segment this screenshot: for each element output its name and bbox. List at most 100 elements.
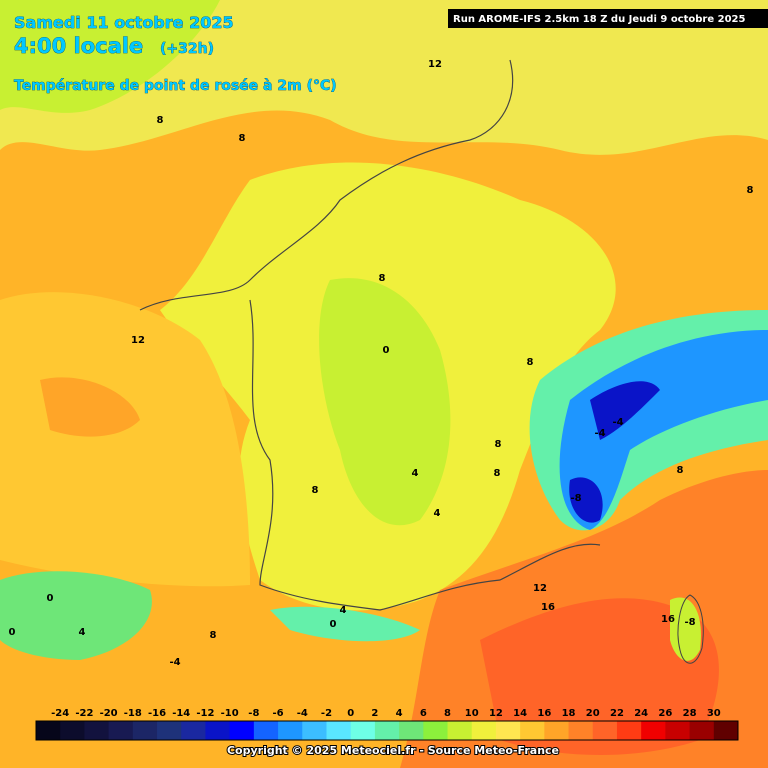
- run-box: [448, 9, 768, 28]
- colorbar-swatch: [84, 721, 110, 740]
- colorbar-label: 24: [634, 708, 648, 719]
- field-alps-core: [569, 381, 660, 523]
- colorbar-swatch: [399, 721, 424, 740]
- colorbar-swatch: [641, 721, 666, 740]
- colorbar-swatch: [471, 721, 497, 740]
- colorbar-label: -16: [148, 708, 166, 719]
- colorbar-label: -22: [75, 708, 93, 719]
- colorbar-swatch: [108, 721, 134, 740]
- field-alps: [559, 330, 768, 530]
- colorbar-label: -4: [297, 708, 308, 719]
- colorbar-swatch: [350, 721, 376, 740]
- colorbar-swatch: [495, 721, 521, 740]
- colorbar-swatch: [520, 721, 545, 740]
- colorbar-swatch: [568, 721, 594, 740]
- colorbar-label: -24: [51, 708, 69, 719]
- colorbar-swatch: [374, 721, 400, 740]
- colorbar-label: -20: [100, 708, 118, 719]
- colorbar-label: 18: [562, 708, 576, 719]
- colorbar-frame: [35, 720, 739, 741]
- colorbar-swatch: [205, 721, 231, 740]
- contour-label: 4: [412, 468, 419, 479]
- run: Run AROME-IFS 2.5km 18 Z du Jeudi 9 octo…: [453, 14, 745, 25]
- contour-label: 8: [312, 485, 319, 496]
- colorbar-label: 8: [444, 708, 451, 719]
- colorbar-label: 12: [489, 708, 503, 719]
- time: 4:00 locale: [14, 34, 143, 58]
- colorbar-swatch: [157, 721, 182, 740]
- colorbar-label: 14: [513, 708, 527, 719]
- colorbar-swatch: [302, 721, 327, 740]
- contour-label: 12: [131, 335, 145, 346]
- contour-label: -4: [612, 417, 623, 428]
- colorbar-swatch: [423, 721, 449, 740]
- colorbar-label: 6: [420, 708, 427, 719]
- colorbar-swatch: [36, 721, 61, 740]
- field-pyrenees: [270, 606, 420, 642]
- field-patch: [40, 377, 140, 437]
- contour-label: 8: [157, 115, 164, 126]
- colorbar-swatch: [713, 721, 739, 740]
- colorbar-swatch: [689, 721, 715, 740]
- colorbar-label: -6: [273, 708, 284, 719]
- contour-label: 4: [434, 508, 441, 519]
- colorbar-label: 4: [396, 708, 403, 719]
- variable: Température de point de rosée à 2m (°C): [14, 78, 337, 94]
- colorbar-swatch: [132, 721, 158, 740]
- colorbar-swatch: [278, 721, 303, 740]
- colorbar-swatch: [326, 721, 352, 740]
- contour-label: 0: [9, 627, 16, 638]
- contour-label: 16: [661, 614, 675, 625]
- contour-label: 8: [494, 468, 501, 479]
- contour-label: 0: [383, 345, 390, 356]
- colorbar-swatch: [447, 721, 473, 740]
- colorbar-label: -10: [221, 708, 239, 719]
- colorbar-label: 16: [537, 708, 551, 719]
- contour-label: 4: [79, 627, 86, 638]
- copyright: Copyright © 2025 Meteociel.fr - Source M…: [227, 744, 559, 757]
- colorbar-label: 0: [347, 708, 354, 719]
- colorbar-label: 26: [658, 708, 672, 719]
- contour-label: 4: [340, 605, 347, 616]
- contour-label: 8: [239, 133, 246, 144]
- colorbar-label: -8: [248, 708, 259, 719]
- contour-label: 12: [428, 59, 442, 70]
- contour-label: -8: [570, 493, 581, 504]
- colorbar-swatch: [229, 721, 255, 740]
- colorbar-label: -2: [321, 708, 332, 719]
- colorbar-swatch: [181, 721, 206, 740]
- date: Samedi 11 octobre 2025: [14, 13, 234, 32]
- field-pyr-west: [0, 571, 152, 660]
- contour-label: 8: [747, 185, 754, 196]
- field-uk: [0, 0, 220, 113]
- contour-label: 8: [379, 273, 386, 284]
- contour-label: -4: [169, 657, 180, 668]
- contour-label: 12: [533, 583, 547, 594]
- contour-label: 16: [541, 602, 555, 613]
- colorbar-label: 30: [707, 708, 721, 719]
- colorbar-swatch: [60, 721, 85, 740]
- contour-label: 8: [527, 357, 534, 368]
- colorbar-label: 20: [586, 708, 600, 719]
- lead: (+32h): [160, 41, 214, 57]
- contour-label: 8: [210, 630, 217, 641]
- colorbar: -24 -22 -20 -18 -16 -14 -12 -10 -8 -6 -4 -2 0 2 4 6 8 10 1…: [35, 708, 739, 741]
- colorbar-swatch: [616, 721, 642, 740]
- colorbar-swatch: [544, 721, 570, 740]
- contour-label: -4: [594, 428, 605, 439]
- field-corsica: [670, 597, 701, 661]
- colorbar-label: 28: [683, 708, 697, 719]
- field-med-warm: [480, 598, 719, 755]
- field-biscay: [0, 292, 250, 587]
- contour-label: 8: [495, 439, 502, 450]
- colorbar-swatch: [253, 721, 279, 740]
- contour-label: 8: [677, 465, 684, 476]
- contour-label: -8: [684, 617, 695, 628]
- colorbar-label: 22: [610, 708, 624, 719]
- colorbar-swatch: [592, 721, 618, 740]
- coastline: [139, 59, 601, 611]
- colorbar-label: -14: [172, 708, 190, 719]
